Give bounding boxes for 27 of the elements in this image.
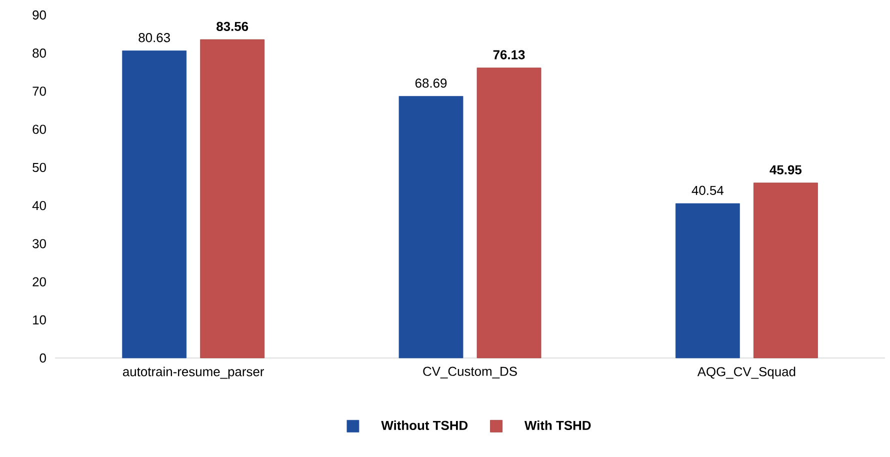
legend-label: Without TSHD (381, 420, 468, 430)
bar (398, 96, 464, 358)
bar (476, 68, 542, 358)
data-label: 68.69 (415, 78, 447, 88)
data-label: 76.13 (493, 50, 525, 60)
y-tick-label: 30 (32, 239, 46, 248)
legend-label: With TSHD (524, 420, 591, 430)
data-label: 80.63 (138, 33, 170, 42)
data-label: 45.95 (770, 165, 802, 174)
x-tick-label: CV_Custom_DS (423, 366, 517, 378)
bar (200, 39, 265, 358)
y-tick-label: 20 (32, 277, 46, 286)
bar (675, 203, 740, 358)
y-tick-label: 10 (33, 315, 46, 324)
y-tick-label: 90 (32, 10, 46, 20)
y-tick-label: 50 (32, 162, 46, 172)
y-tick-label: 40 (32, 200, 46, 210)
data-label: 40.54 (692, 186, 724, 195)
bar (122, 50, 187, 358)
y-tick-label: 70 (32, 86, 46, 96)
y-tick-label: 80 (32, 48, 46, 58)
y-tick-label: 60 (32, 124, 46, 134)
y-tick-label: 0 (40, 353, 46, 363)
bar (753, 182, 818, 358)
x-tick-label: AQG_CV_Squad (697, 366, 796, 379)
data-label: 83.56 (216, 22, 248, 32)
x-tick-label: autotrain-resume_parser (122, 366, 264, 379)
